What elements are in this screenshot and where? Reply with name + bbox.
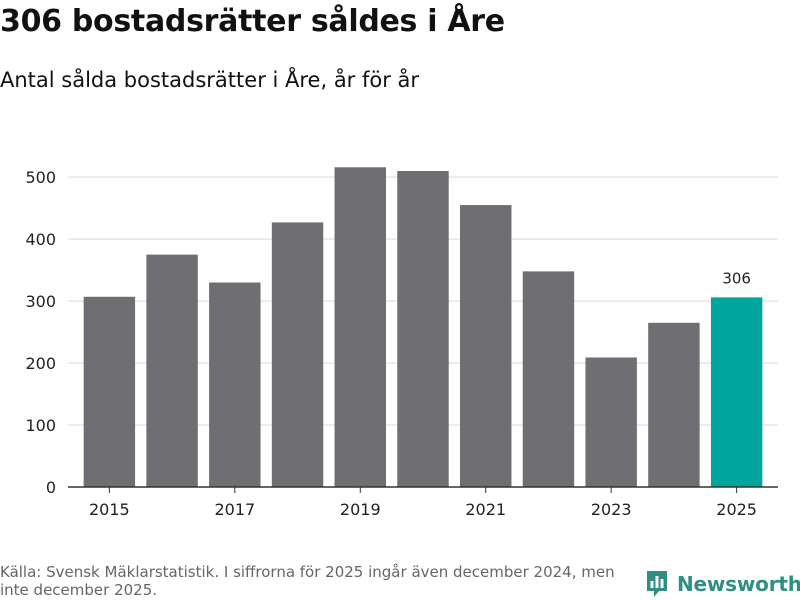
x-tick-label: 2023 xyxy=(591,500,632,519)
y-tick-label: 500 xyxy=(25,168,56,187)
bar-2022 xyxy=(522,271,575,487)
bar-2024 xyxy=(648,322,700,487)
x-tick-label: 2017 xyxy=(214,500,255,519)
bar-2016 xyxy=(146,254,198,487)
x-tick-label: 2015 xyxy=(89,500,130,519)
y-tick-label: 200 xyxy=(25,354,56,373)
x-tick-label: 2021 xyxy=(465,500,506,519)
y-tick-label: 300 xyxy=(25,292,56,311)
newsworthy-logo-icon xyxy=(647,571,667,597)
brand-name: Newsworthy xyxy=(677,572,800,596)
chart-title: 306 bostadsrätter såldes i Åre xyxy=(0,4,505,39)
x-tick-label: 2019 xyxy=(340,500,381,519)
data-label: 306 xyxy=(722,269,751,287)
chart-subtitle: Antal sålda bostadsrätter i Åre, år för … xyxy=(0,68,420,92)
bar-chart: 0 100 200 300 400 500 2015 2017 2019 2021 2023 2025… xyxy=(25,167,778,519)
y-tick-label: 400 xyxy=(25,230,56,249)
bars xyxy=(83,167,763,487)
source-note: Källa: Svensk Mäklarstatistik. I siffror… xyxy=(0,563,615,599)
y-tick-label: 100 xyxy=(25,416,56,435)
brand-logo[interactable]: Newsworthy xyxy=(645,569,800,599)
bar-2025 xyxy=(710,297,763,487)
bar-2020 xyxy=(397,170,449,487)
bar-2019 xyxy=(334,167,386,487)
x-tick-label: 2025 xyxy=(716,500,757,519)
labels: 0 100 200 300 400 500 2015 2017 2019 2021 2023 2025… xyxy=(25,168,757,519)
bar-2017 xyxy=(209,282,261,487)
y-tick-label: 0 xyxy=(46,478,56,497)
bar-2018 xyxy=(271,222,324,487)
axes xyxy=(68,486,778,493)
bar-2023 xyxy=(585,357,637,487)
bar-2021 xyxy=(460,205,512,487)
bar-2015 xyxy=(83,296,136,487)
